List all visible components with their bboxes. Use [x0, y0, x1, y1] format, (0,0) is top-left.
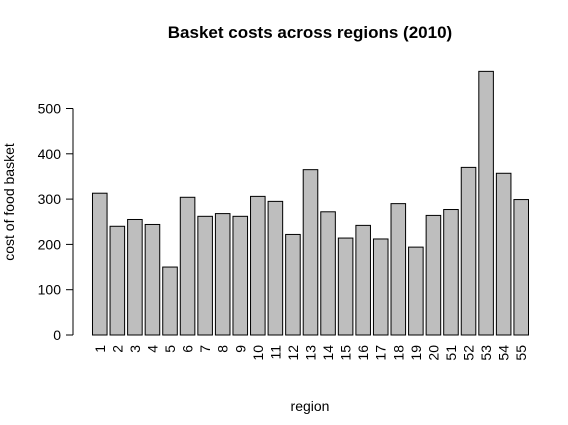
y-tick-label: 500	[38, 101, 62, 117]
bar-region-51	[443, 209, 459, 336]
x-tick-label: 17	[373, 345, 389, 361]
y-tick-label: 300	[38, 191, 62, 207]
x-tick-label: 19	[408, 345, 424, 361]
bar-region-11	[267, 200, 284, 336]
x-tick-label: 8	[215, 345, 231, 353]
bar-region-16	[355, 224, 371, 336]
x-tick-label: 53	[478, 345, 494, 361]
bar-region-52	[460, 166, 477, 336]
bar-region-2	[109, 225, 126, 336]
bars-group	[91, 70, 529, 336]
x-tick-label: 9	[232, 345, 248, 353]
bar-region-15	[337, 237, 354, 336]
x-tick-label: 54	[496, 345, 512, 361]
bar-region-3	[127, 218, 143, 336]
y-tick-label: 400	[38, 146, 62, 162]
y-tick-label: 0	[53, 327, 61, 343]
bar-region-53	[478, 70, 494, 336]
bar-region-5	[162, 266, 178, 336]
x-tick-label: 3	[127, 345, 143, 353]
bar-region-4	[144, 223, 161, 336]
x-tick-labels: 1 2 3 4 5 6 7 8 9 10 11 12 13 14 15 16 17 18 19 20 51 52 53 54 5…	[92, 345, 529, 361]
x-tick-label: 2	[109, 345, 125, 353]
x-tick-label: 14	[320, 345, 336, 361]
bar-region-6	[179, 196, 196, 336]
y-tick-label: 200	[38, 236, 62, 252]
bar-region-54	[495, 172, 512, 336]
x-tick-label: 55	[513, 345, 529, 361]
y-tick-label: 100	[38, 282, 62, 298]
x-axis-label: region	[291, 398, 330, 414]
x-tick-label: 6	[180, 345, 196, 353]
bar-region-18	[390, 203, 407, 336]
bar-region-1	[91, 192, 108, 336]
bar-region-10	[250, 195, 266, 336]
x-tick-label: 15	[338, 345, 354, 361]
x-tick-label: 13	[303, 345, 319, 361]
x-tick-label: 1	[92, 345, 108, 353]
x-tick-label: 7	[197, 345, 213, 353]
bar-region-20	[425, 214, 442, 336]
chart-title: Basket costs across regions (2010)	[168, 23, 452, 42]
x-tick-label: 10	[250, 345, 266, 361]
x-tick-label: 12	[285, 345, 301, 361]
x-tick-label: 52	[461, 345, 477, 361]
x-tick-label: 20	[425, 345, 441, 361]
bar-region-7	[197, 215, 213, 336]
x-tick-label: 4	[144, 345, 160, 353]
bar-region-9	[232, 215, 249, 336]
bar-region-12	[285, 233, 301, 336]
bar-region-8	[214, 213, 231, 336]
x-tick-label: 5	[162, 345, 178, 353]
bar-region-13	[302, 169, 319, 336]
x-tick-label: 51	[443, 345, 459, 361]
bar-region-55	[513, 199, 529, 336]
y-axis-label: cost of food basket	[1, 143, 17, 261]
x-tick-label: 16	[355, 345, 371, 361]
x-tick-label: 11	[267, 345, 283, 360]
bar-region-19	[408, 246, 424, 336]
y-axis: 0 100 200 300 400 500	[38, 101, 74, 343]
x-tick-label: 18	[390, 345, 406, 361]
bar-region-14	[320, 211, 336, 336]
bar-region-17	[372, 238, 389, 336]
